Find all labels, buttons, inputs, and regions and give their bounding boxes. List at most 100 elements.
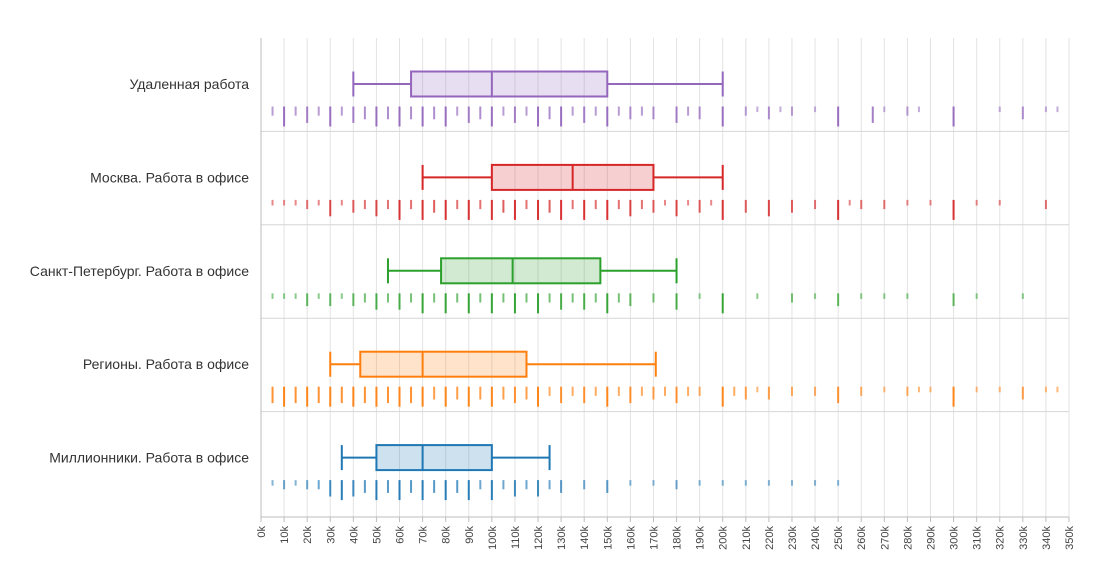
rug-tick	[583, 480, 586, 490]
rug-tick	[790, 199, 793, 213]
rug-tick	[814, 293, 817, 299]
rug-tick	[352, 480, 355, 497]
iqr-box	[410, 70, 609, 98]
rug-tick	[398, 199, 401, 220]
rug-tick	[444, 480, 447, 501]
rug-tick	[629, 106, 632, 120]
rug-tick	[271, 199, 274, 206]
rug-tick	[386, 199, 389, 210]
rug-tick	[271, 293, 274, 299]
rug-tick	[629, 480, 632, 486]
rug-tick	[329, 106, 332, 127]
rug-tick	[606, 106, 609, 127]
rug-tick	[814, 386, 817, 396]
rug-tick	[1021, 386, 1024, 400]
x-tick-label: 80k	[441, 526, 453, 544]
rug-tick	[756, 293, 759, 299]
rug-tick	[513, 293, 516, 314]
rug-tick	[675, 480, 678, 490]
x-tick-label: 40k	[348, 526, 360, 544]
rug-tick	[513, 199, 516, 220]
x-tick-label: 340k	[1041, 526, 1053, 550]
rug-tick	[883, 293, 886, 299]
rug-tick	[571, 106, 574, 116]
rug-tick	[583, 199, 586, 220]
rug-tick	[790, 480, 793, 486]
rug-tick	[837, 293, 840, 307]
x-tick-label: 160k	[625, 526, 637, 550]
rug-tick	[560, 480, 563, 493]
rug-tick	[1044, 106, 1047, 113]
x-tick-label: 190k	[695, 526, 707, 550]
rug-tick	[502, 386, 505, 400]
rug-tick	[790, 106, 793, 116]
rug-tick	[479, 293, 482, 303]
rug-tick	[583, 386, 586, 404]
rug-tick	[513, 106, 516, 123]
rug-tick	[352, 386, 355, 407]
rug-tick	[386, 106, 389, 120]
rug-tick	[756, 106, 759, 113]
rug-tick	[479, 199, 482, 210]
rug-tick	[444, 199, 447, 220]
rug-tick	[363, 293, 366, 303]
rug-tick	[1044, 199, 1047, 210]
rug-tick	[594, 106, 597, 116]
category-row: Миллионники. Работа в офисе	[49, 444, 840, 501]
rug-tick	[490, 293, 493, 314]
rug-tick	[629, 293, 632, 307]
x-tick-label: 150k	[602, 526, 614, 550]
rug-tick	[294, 199, 297, 206]
rug-tick	[467, 106, 470, 123]
rug-tick	[398, 480, 401, 501]
rug-tick	[306, 106, 309, 123]
rug-tick	[525, 293, 528, 303]
rug-tick	[479, 106, 482, 120]
rug-tick	[513, 480, 516, 497]
rug-tick	[698, 106, 701, 120]
x-tick-label: 10k	[279, 526, 291, 544]
rug-tick	[502, 199, 505, 213]
x-tick-label: 140k	[579, 526, 591, 550]
rug-tick	[329, 293, 332, 307]
rug-tick	[410, 386, 413, 404]
rug-tick	[502, 293, 505, 303]
rug-tick	[698, 199, 701, 213]
rug-tick	[652, 386, 655, 400]
rug-tick	[363, 386, 366, 404]
rug-tick	[560, 293, 563, 310]
rug-tick	[433, 293, 436, 303]
x-tick-label: 0k	[256, 526, 268, 538]
rug-tick	[767, 386, 770, 400]
x-tick-label: 170k	[648, 526, 660, 550]
x-tick-label: 60k	[395, 526, 407, 544]
rug-tick	[929, 386, 932, 393]
category-row: Удаленная работа	[129, 70, 1069, 132]
category-label: Миллионники. Работа в офисе	[49, 450, 249, 466]
rug-tick	[675, 386, 678, 404]
rug-tick	[744, 199, 747, 213]
rug-tick	[571, 293, 574, 303]
rug-tick	[606, 386, 609, 407]
rug-tick	[1056, 106, 1059, 113]
rug-tick	[271, 480, 274, 486]
rug-tick	[294, 386, 297, 404]
x-tick-label: 330k	[1018, 526, 1030, 550]
x-tick-label: 310k	[972, 526, 984, 550]
category-row: Регионы. Работа в офисе	[83, 350, 1069, 413]
rug-tick	[629, 199, 632, 217]
rug-tick	[583, 293, 586, 310]
rug-tick	[537, 480, 540, 497]
x-tick-label: 260k	[856, 526, 868, 550]
x-tick-label: 240k	[810, 526, 822, 550]
x-tick-label: 180k	[672, 526, 684, 550]
rug-tick	[664, 386, 666, 396]
rug-tick	[490, 480, 493, 501]
rug-tick	[733, 386, 736, 396]
rug-tick	[675, 106, 678, 123]
rug-tick	[294, 106, 297, 116]
rug-tick	[640, 199, 643, 210]
rug-tick	[410, 199, 413, 210]
rug-tick	[675, 293, 678, 310]
rug-tick	[975, 386, 978, 393]
